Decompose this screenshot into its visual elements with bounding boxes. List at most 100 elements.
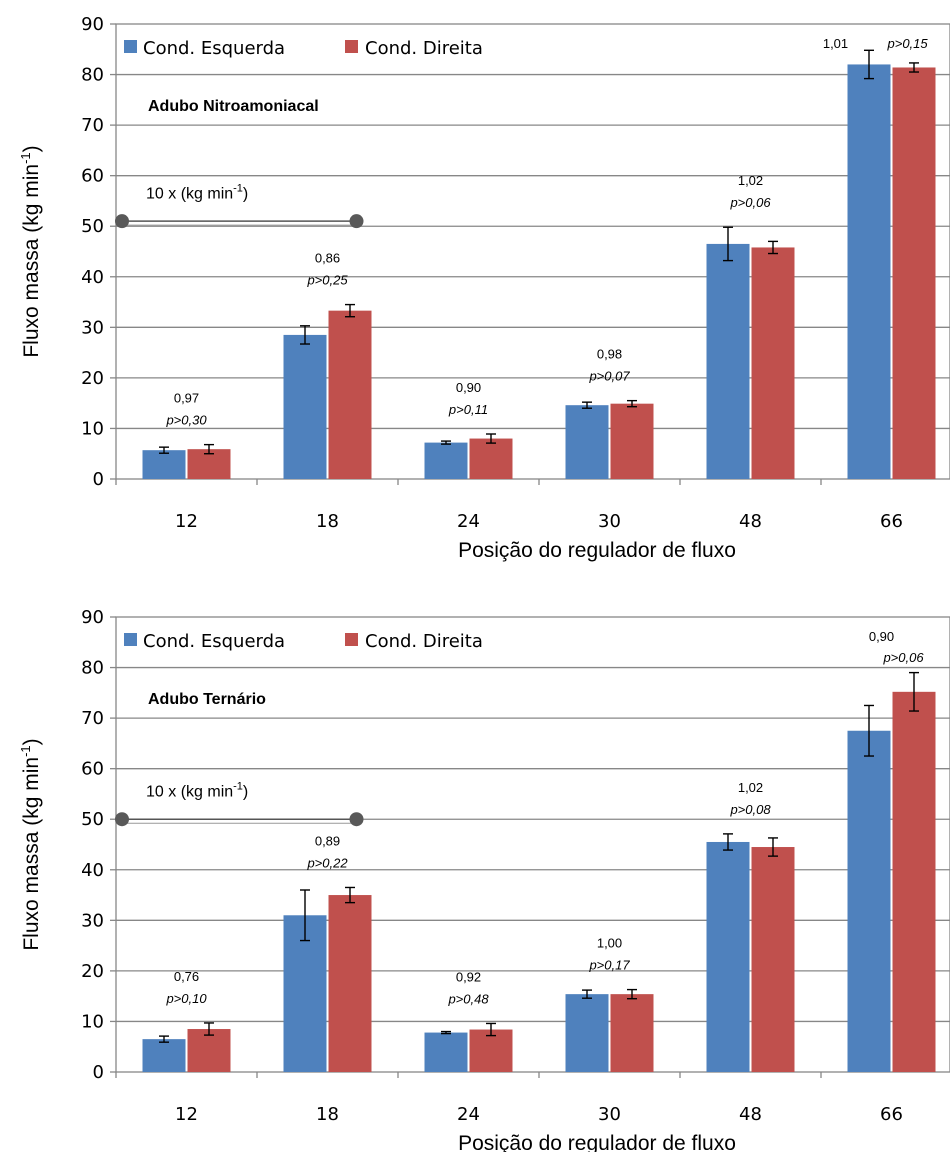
y-axis-title-main: Fluxo massa (kg min bbox=[20, 757, 43, 951]
annotation-ratio: 0,76 bbox=[174, 969, 199, 984]
y-tick-label: 40 bbox=[81, 267, 104, 288]
y-tick-label: 90 bbox=[81, 14, 104, 35]
y-tick-label: 90 bbox=[81, 607, 104, 628]
legend-swatch-right bbox=[345, 633, 358, 646]
annotation-ratio: 1,01 bbox=[823, 36, 848, 51]
y-tick-label: 60 bbox=[81, 166, 104, 187]
bar-right bbox=[187, 1029, 231, 1072]
legend-swatch-right bbox=[345, 40, 358, 53]
inset-label: Adubo Ternário bbox=[148, 691, 266, 708]
annotation-ratio: 1,02 bbox=[738, 173, 763, 188]
y-tick-label: 10 bbox=[81, 1011, 104, 1032]
scale-note-label: 10 x (kg min-1) bbox=[146, 182, 248, 202]
bar-right bbox=[328, 310, 372, 479]
x-tick-label: 12 bbox=[175, 511, 198, 532]
annotation-ratio: 1,02 bbox=[738, 780, 763, 795]
bar-left bbox=[565, 405, 609, 479]
y-tick-label: 0 bbox=[93, 469, 104, 490]
y-axis-title-close: ) bbox=[20, 145, 43, 152]
annotation-p-value: p>0,06 bbox=[882, 650, 924, 665]
y-tick-label: 30 bbox=[81, 317, 104, 338]
bar-left bbox=[424, 442, 468, 479]
bar-left bbox=[847, 730, 891, 1072]
bar-left bbox=[706, 243, 750, 479]
bar-left bbox=[847, 64, 891, 479]
annotation-ratio: 0,89 bbox=[315, 833, 340, 848]
annotation-p-value: p>0,48 bbox=[447, 991, 489, 1006]
scale-note-label: 10 x (kg min-1) bbox=[146, 780, 248, 800]
inset-label: Adubo Nitroamoniacal bbox=[148, 98, 319, 115]
plot-area bbox=[115, 23, 950, 480]
annotation-p-value: p>0,30 bbox=[165, 413, 207, 428]
bar-left bbox=[283, 915, 327, 1072]
annotation-ratio: 0,98 bbox=[597, 347, 622, 362]
annotation-p-value: p>0,07 bbox=[588, 369, 630, 384]
scale-note-close: ) bbox=[243, 185, 248, 202]
y-tick-label: 50 bbox=[81, 809, 104, 830]
bar-left bbox=[706, 841, 750, 1072]
annotation-p-value: p>0,25 bbox=[306, 273, 348, 288]
bar-left bbox=[565, 994, 609, 1072]
y-tick-label: 80 bbox=[81, 658, 104, 679]
plot-area bbox=[115, 616, 950, 1073]
annotation-p-value: p>0,06 bbox=[729, 195, 771, 210]
x-tick-label: 18 bbox=[316, 511, 339, 532]
x-tick-label: 48 bbox=[739, 511, 762, 532]
y-tick-label: 10 bbox=[81, 418, 104, 439]
legend-label-right: Cond. Direita bbox=[365, 38, 483, 59]
scale-dot-right bbox=[349, 214, 364, 229]
scale-dot-left bbox=[115, 812, 129, 827]
legend-swatch-left bbox=[124, 40, 137, 53]
legend-swatch-left bbox=[124, 633, 137, 646]
y-tick-label: 20 bbox=[81, 368, 104, 389]
x-tick-label: 66 bbox=[880, 1104, 903, 1125]
scale-note-text: 10 x (kg min bbox=[146, 185, 233, 202]
y-tick-label: 40 bbox=[81, 860, 104, 881]
y-axis-title-close: ) bbox=[20, 738, 43, 745]
bar-right bbox=[751, 247, 795, 479]
legend-label-left: Cond. Esquerda bbox=[143, 631, 285, 652]
scale-note-sup: -1 bbox=[233, 780, 243, 792]
bar-right bbox=[751, 847, 795, 1072]
annotation-ratio: 0,86 bbox=[315, 251, 340, 266]
scale-note-close: ) bbox=[243, 783, 248, 800]
annotation-p-value: p>0,08 bbox=[729, 802, 771, 817]
annotation-ratio: 1,00 bbox=[597, 936, 622, 951]
y-tick-label: 70 bbox=[81, 115, 104, 136]
annotation-p-value: p>0,17 bbox=[588, 958, 630, 973]
bar-right bbox=[892, 691, 936, 1072]
scale-dot-left bbox=[115, 214, 129, 229]
x-axis-title: Posição do regulador de fluxo bbox=[458, 1132, 736, 1152]
y-axis-title-main: Fluxo massa (kg min bbox=[20, 164, 43, 358]
y-tick-label: 30 bbox=[81, 910, 104, 931]
annotation-p-value: p>0,11 bbox=[448, 402, 488, 417]
x-tick-label: 48 bbox=[739, 1104, 762, 1125]
bar-left bbox=[142, 1039, 186, 1072]
y-axis-title: Fluxo massa (kg min-1) bbox=[18, 738, 43, 950]
x-axis-title: Posição do regulador de fluxo bbox=[458, 539, 736, 562]
legend-label-left: Cond. Esquerda bbox=[143, 38, 285, 59]
y-axis-title-sup: -1 bbox=[18, 152, 33, 164]
x-tick-label: 18 bbox=[316, 1104, 339, 1125]
y-tick-label: 60 bbox=[81, 759, 104, 780]
bar-right bbox=[469, 438, 513, 479]
y-tick-label: 20 bbox=[81, 961, 104, 982]
bar-right bbox=[892, 67, 936, 479]
annotation-ratio: 0,92 bbox=[456, 969, 481, 984]
legend: Cond. Esquerda Cond. Direita bbox=[124, 631, 483, 652]
bar-left bbox=[283, 334, 327, 479]
annotation-p-value: p>0,15 bbox=[887, 36, 929, 51]
y-axis-title-sup: -1 bbox=[18, 745, 33, 757]
bar-left bbox=[142, 450, 186, 479]
bar-right bbox=[469, 1029, 513, 1072]
annotation-p-value: p>0,10 bbox=[165, 991, 207, 1006]
y-axis-title: Fluxo massa (kg min-1) bbox=[18, 145, 43, 357]
bar-right bbox=[328, 895, 372, 1072]
annotation-ratio: 0,90 bbox=[456, 380, 481, 395]
y-tick-label: 80 bbox=[81, 65, 104, 86]
bar-right bbox=[610, 994, 654, 1072]
legend: Cond. Esquerda Cond. Direita bbox=[124, 38, 483, 59]
